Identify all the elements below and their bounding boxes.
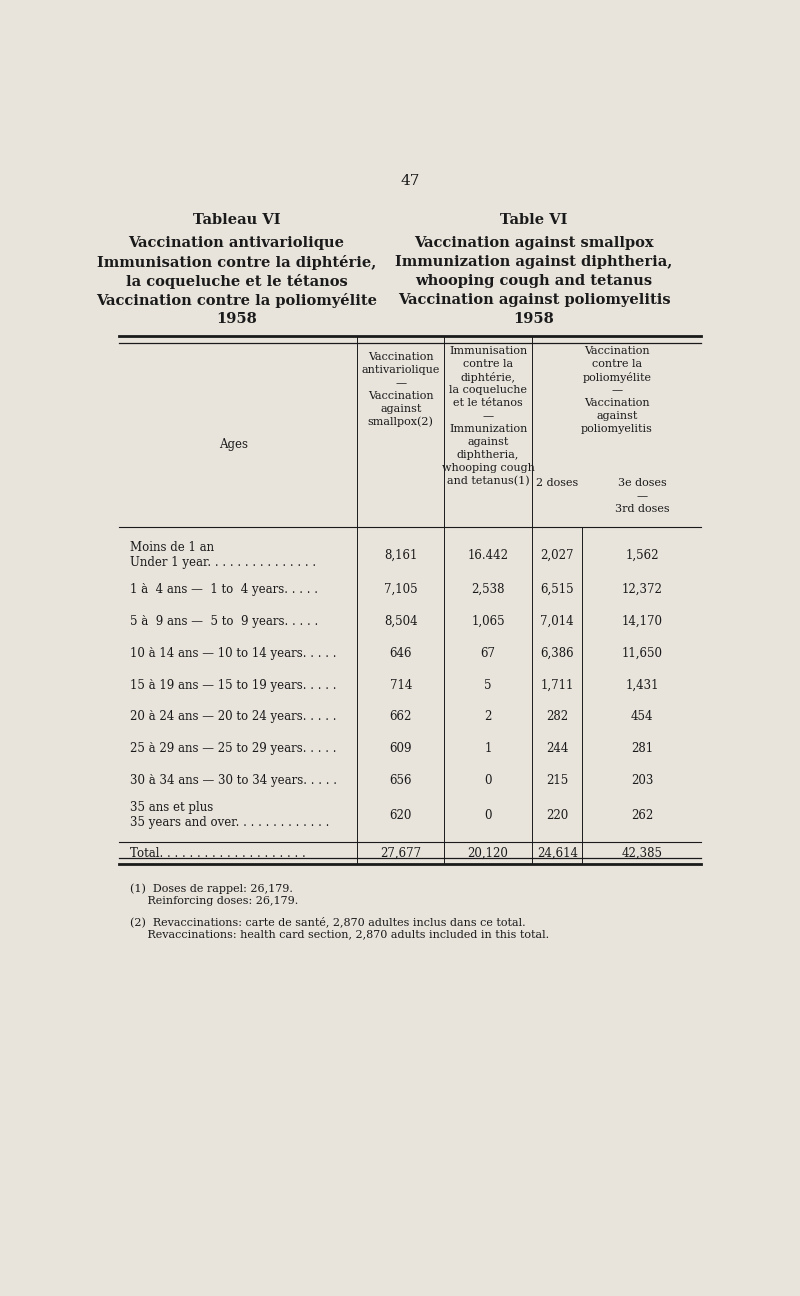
Text: poliomyélite: poliomyélite (582, 372, 651, 382)
Text: 47: 47 (400, 175, 420, 188)
Text: 215: 215 (546, 774, 568, 787)
Text: 5 à  9 ans —  5 to  9 years. . . . .: 5 à 9 ans — 5 to 9 years. . . . . (130, 616, 318, 629)
Text: 454: 454 (630, 710, 653, 723)
Text: 8,161: 8,161 (384, 550, 418, 562)
Text: 7,014: 7,014 (541, 616, 574, 629)
Text: Vaccination: Vaccination (584, 398, 650, 408)
Text: 67: 67 (481, 647, 496, 660)
Text: 620: 620 (390, 809, 412, 822)
Text: 15 à 19 ans — 15 to 19 years. . . . .: 15 à 19 ans — 15 to 19 years. . . . . (130, 679, 336, 692)
Text: against: against (596, 411, 638, 421)
Text: 2 doses: 2 doses (536, 478, 578, 487)
Text: Moins de 1 an: Moins de 1 an (130, 542, 214, 555)
Text: 2,027: 2,027 (541, 550, 574, 562)
Text: poliomyelitis: poliomyelitis (581, 424, 653, 434)
Text: 1958: 1958 (216, 312, 257, 327)
Text: 0: 0 (484, 774, 492, 787)
Text: 6,386: 6,386 (541, 647, 574, 660)
Text: 14,170: 14,170 (622, 616, 662, 629)
Text: 35 ans et plus: 35 ans et plus (130, 801, 213, 814)
Text: la coqueluche et le tétanos: la coqueluche et le tétanos (126, 273, 347, 289)
Text: Vaccination contre la poliomyélite: Vaccination contre la poliomyélite (96, 293, 377, 307)
Text: 656: 656 (390, 774, 412, 787)
Text: and tetanus(1): and tetanus(1) (447, 476, 530, 486)
Text: whooping cough and tetanus: whooping cough and tetanus (415, 275, 653, 288)
Text: 220: 220 (546, 809, 568, 822)
Text: 20 à 24 ans — 20 to 24 years. . . . .: 20 à 24 ans — 20 to 24 years. . . . . (130, 710, 336, 723)
Text: Reinforcing doses: 26,179.: Reinforcing doses: 26,179. (130, 896, 298, 906)
Text: —: — (395, 378, 406, 388)
Text: Immunisation: Immunisation (449, 346, 527, 356)
Text: Revaccinations: health card section, 2,870 adults included in this total.: Revaccinations: health card section, 2,8… (130, 929, 549, 938)
Text: 25 à 29 ans — 25 to 29 years. . . . .: 25 à 29 ans — 25 to 29 years. . . . . (130, 741, 336, 754)
Text: 281: 281 (631, 741, 653, 754)
Text: Immunisation contre la diphtérie,: Immunisation contre la diphtérie, (97, 255, 376, 270)
Text: 30 à 34 ans — 30 to 34 years. . . . .: 30 à 34 ans — 30 to 34 years. . . . . (130, 774, 337, 787)
Text: contre la: contre la (463, 359, 513, 369)
Text: against: against (467, 437, 509, 447)
Text: 35 years and over. . . . . . . . . . . . .: 35 years and over. . . . . . . . . . . .… (130, 815, 329, 828)
Text: diphtheria,: diphtheria, (457, 450, 519, 460)
Text: Under 1 year. . . . . . . . . . . . . . .: Under 1 year. . . . . . . . . . . . . . … (130, 556, 316, 569)
Text: 10 à 14 ans — 10 to 14 years. . . . .: 10 à 14 ans — 10 to 14 years. . . . . (130, 647, 336, 660)
Text: 2: 2 (485, 710, 492, 723)
Text: Vaccination against smallpox: Vaccination against smallpox (414, 236, 654, 250)
Text: 282: 282 (546, 710, 568, 723)
Text: antivariolique: antivariolique (362, 365, 440, 375)
Text: 12,372: 12,372 (622, 583, 662, 596)
Text: 1,431: 1,431 (625, 679, 658, 692)
Text: 609: 609 (390, 741, 412, 754)
Text: 662: 662 (390, 710, 412, 723)
Text: 0: 0 (484, 809, 492, 822)
Text: Immunization against diphtheria,: Immunization against diphtheria, (395, 255, 673, 270)
Text: 3rd doses: 3rd doses (614, 504, 669, 513)
Text: 1,711: 1,711 (541, 679, 574, 692)
Text: 646: 646 (390, 647, 412, 660)
Text: 16.442: 16.442 (468, 550, 509, 562)
Text: —: — (482, 411, 494, 421)
Text: smallpox(2): smallpox(2) (368, 417, 434, 428)
Text: —: — (636, 491, 647, 500)
Text: 6,515: 6,515 (541, 583, 574, 596)
Text: 5: 5 (484, 679, 492, 692)
Text: 3e doses: 3e doses (618, 478, 666, 487)
Text: (1)  Doses de rappel: 26,179.: (1) Doses de rappel: 26,179. (130, 884, 293, 894)
Text: 244: 244 (546, 741, 569, 754)
Text: 1 à  4 ans —  1 to  4 years. . . . .: 1 à 4 ans — 1 to 4 years. . . . . (130, 583, 318, 596)
Text: et le tétanos: et le tétanos (454, 398, 523, 408)
Text: diphtérie,: diphtérie, (461, 372, 516, 382)
Text: Total. . . . . . . . . . . . . . . . . . . .: Total. . . . . . . . . . . . . . . . . .… (130, 846, 306, 859)
Text: 203: 203 (630, 774, 653, 787)
Text: 42,385: 42,385 (622, 846, 662, 859)
Text: contre la: contre la (592, 359, 642, 369)
Text: 1: 1 (485, 741, 492, 754)
Text: against: against (380, 404, 422, 413)
Text: Vaccination: Vaccination (584, 346, 650, 356)
Text: 1958: 1958 (514, 312, 554, 327)
Text: Ages: Ages (219, 438, 248, 451)
Text: 714: 714 (390, 679, 412, 692)
Text: 8,504: 8,504 (384, 616, 418, 629)
Text: 262: 262 (630, 809, 653, 822)
Text: whooping cough: whooping cough (442, 463, 534, 473)
Text: Immunization: Immunization (449, 424, 527, 434)
Text: 1,065: 1,065 (471, 616, 505, 629)
Text: 24,614: 24,614 (537, 846, 578, 859)
Text: 7,105: 7,105 (384, 583, 418, 596)
Text: 20,120: 20,120 (468, 846, 509, 859)
Text: Tableau VI: Tableau VI (193, 214, 280, 227)
Text: 11,650: 11,650 (622, 647, 662, 660)
Text: (2)  Revaccinations: carte de santé, 2,870 adultes inclus dans ce total.: (2) Revaccinations: carte de santé, 2,87… (130, 916, 526, 928)
Text: 27,677: 27,677 (380, 846, 422, 859)
Text: la coqueluche: la coqueluche (449, 385, 527, 395)
Text: Table VI: Table VI (500, 214, 568, 227)
Text: —: — (611, 385, 622, 395)
Text: Vaccination: Vaccination (368, 353, 434, 362)
Text: 2,538: 2,538 (471, 583, 505, 596)
Text: Vaccination: Vaccination (368, 391, 434, 400)
Text: Vaccination antivariolique: Vaccination antivariolique (128, 236, 344, 250)
Text: Vaccination against poliomyelitis: Vaccination against poliomyelitis (398, 293, 670, 307)
Text: 1,562: 1,562 (625, 550, 658, 562)
